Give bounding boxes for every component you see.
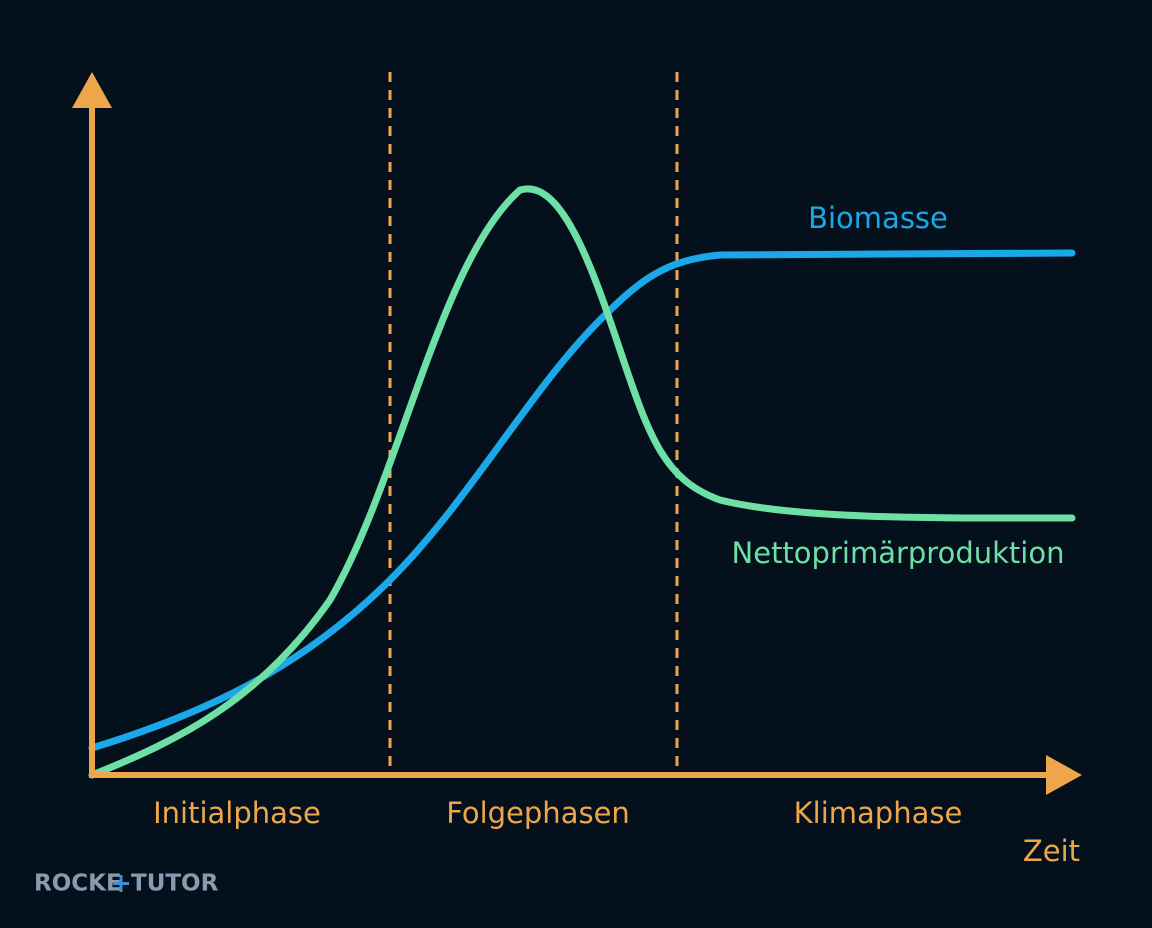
y-axis-arrow — [72, 72, 112, 108]
phase-label: Klimaphase — [794, 796, 963, 830]
curve-label: Nettoprimärproduktion — [732, 536, 1065, 570]
curve-label: Biomasse — [808, 201, 948, 235]
logo-plus — [113, 875, 129, 892]
phase-label: Folgephasen — [446, 796, 630, 830]
x-axis-arrow — [1046, 755, 1082, 795]
axis-label: Zeit — [1023, 834, 1080, 868]
npp-curve — [88, 185, 1076, 779]
biomass-curve — [88, 249, 1076, 752]
phase-label: Initialphase — [153, 796, 321, 830]
logo: ROCKE TUTOR — [34, 871, 219, 897]
logo-text: ROCKE — [34, 871, 122, 897]
logo-text: TUTOR — [131, 871, 219, 897]
